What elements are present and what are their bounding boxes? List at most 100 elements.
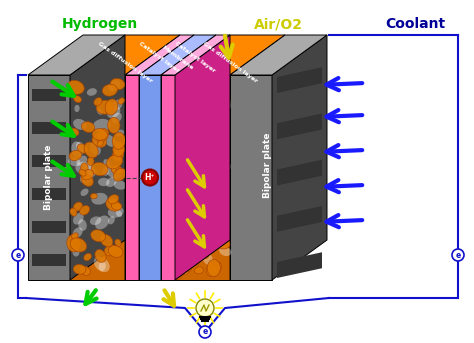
Ellipse shape [92,129,107,140]
Ellipse shape [96,129,109,142]
Ellipse shape [116,130,124,137]
Polygon shape [277,252,322,278]
Ellipse shape [182,165,191,174]
Ellipse shape [84,142,98,158]
Ellipse shape [188,144,194,151]
Ellipse shape [69,150,82,161]
Ellipse shape [185,198,191,204]
Circle shape [199,326,211,338]
Ellipse shape [219,118,229,126]
Ellipse shape [102,166,109,176]
Ellipse shape [190,233,197,239]
Ellipse shape [176,168,190,183]
Ellipse shape [80,172,93,184]
Ellipse shape [215,237,230,249]
Ellipse shape [207,264,216,273]
Ellipse shape [219,247,231,256]
Ellipse shape [75,162,93,174]
Ellipse shape [73,119,87,130]
Ellipse shape [112,113,122,123]
Ellipse shape [116,169,122,174]
Ellipse shape [177,150,191,162]
Ellipse shape [72,233,78,239]
Ellipse shape [220,165,228,172]
Ellipse shape [98,178,109,186]
Ellipse shape [185,193,201,208]
Ellipse shape [177,231,188,240]
Ellipse shape [176,89,192,104]
Ellipse shape [69,128,79,136]
Ellipse shape [105,99,118,115]
Ellipse shape [113,147,124,161]
Ellipse shape [114,180,126,190]
Ellipse shape [73,213,83,225]
Ellipse shape [217,208,225,215]
Ellipse shape [81,174,93,186]
Ellipse shape [94,98,102,106]
Ellipse shape [219,163,231,174]
Ellipse shape [81,189,89,196]
Ellipse shape [90,142,101,155]
Ellipse shape [182,86,196,98]
Text: Membrane: Membrane [161,45,194,71]
Ellipse shape [110,79,125,90]
Ellipse shape [211,211,220,218]
Ellipse shape [196,123,205,134]
Polygon shape [70,75,125,280]
Ellipse shape [218,147,227,155]
Ellipse shape [222,98,230,105]
Ellipse shape [180,120,190,127]
Ellipse shape [210,85,220,100]
Polygon shape [175,35,230,280]
Ellipse shape [91,163,108,176]
Polygon shape [139,35,216,75]
Ellipse shape [115,239,121,247]
Polygon shape [32,155,66,167]
Text: Coolant: Coolant [385,17,445,31]
Ellipse shape [192,175,201,181]
Ellipse shape [184,108,193,119]
Ellipse shape [108,216,115,224]
Text: e: e [202,328,208,336]
Ellipse shape [109,84,115,91]
Polygon shape [230,35,285,280]
Ellipse shape [67,235,80,252]
Ellipse shape [116,210,122,217]
Ellipse shape [67,80,84,94]
Ellipse shape [84,253,91,261]
Ellipse shape [174,249,186,260]
Ellipse shape [219,208,226,218]
Ellipse shape [108,117,120,133]
Ellipse shape [182,238,192,250]
Ellipse shape [104,135,116,147]
Polygon shape [32,89,66,101]
Ellipse shape [184,204,198,217]
Ellipse shape [72,141,83,157]
Ellipse shape [118,98,124,104]
Ellipse shape [93,119,111,132]
Ellipse shape [206,218,212,225]
Ellipse shape [94,257,109,272]
Ellipse shape [203,109,211,119]
Ellipse shape [201,75,210,87]
Ellipse shape [92,135,106,147]
Ellipse shape [204,170,212,177]
Ellipse shape [216,185,229,201]
Polygon shape [28,75,70,280]
Ellipse shape [181,231,188,236]
Ellipse shape [86,169,97,177]
Ellipse shape [175,196,190,207]
Circle shape [12,249,24,261]
Ellipse shape [218,99,231,115]
Ellipse shape [102,84,118,96]
Ellipse shape [208,85,219,98]
Ellipse shape [177,116,184,122]
Polygon shape [277,160,322,186]
Polygon shape [32,254,66,266]
Polygon shape [28,35,125,75]
Ellipse shape [91,193,97,199]
Ellipse shape [172,236,188,248]
Polygon shape [277,67,322,93]
Ellipse shape [113,142,124,157]
Ellipse shape [188,90,199,98]
